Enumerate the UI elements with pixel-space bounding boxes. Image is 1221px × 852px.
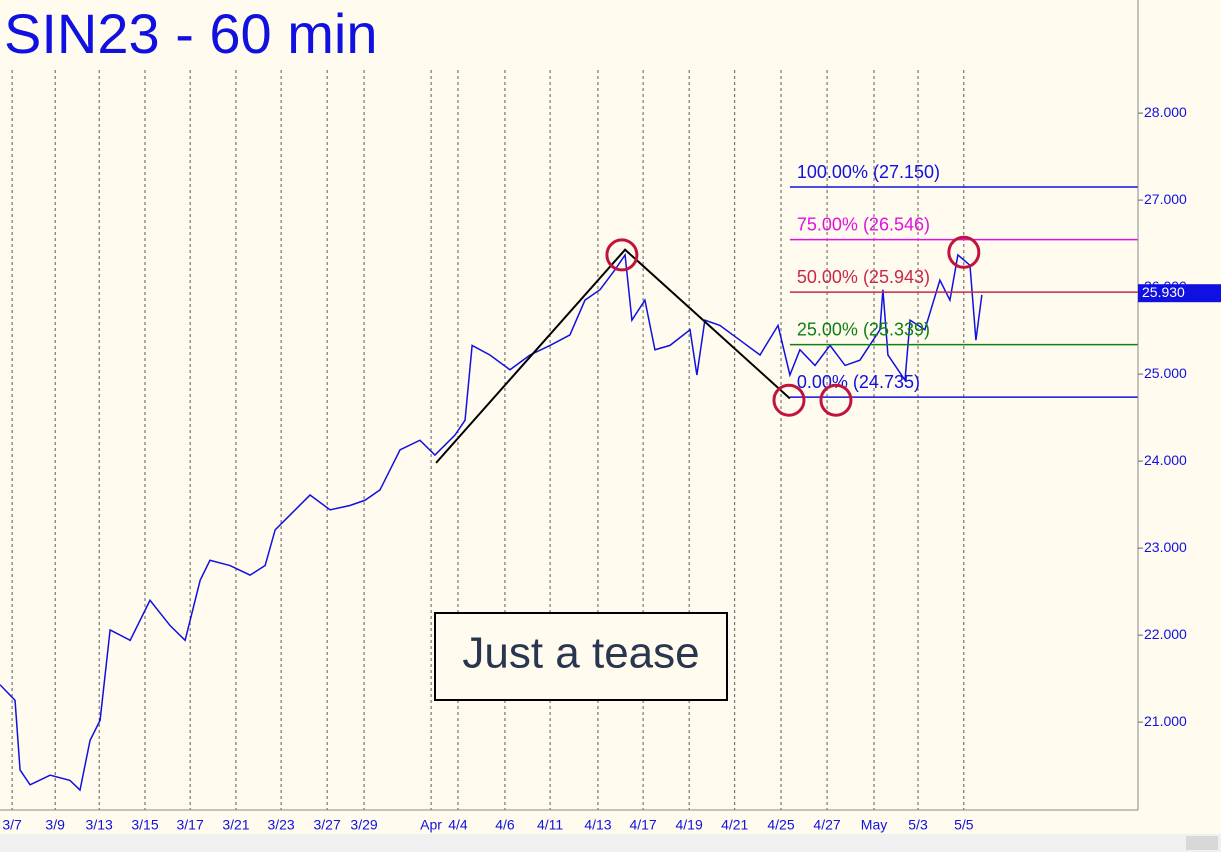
x-tick-label: 3/27 xyxy=(314,817,341,833)
price-tag xyxy=(1138,284,1221,303)
annotation: Just a tease xyxy=(462,629,699,678)
x-tick-label: 3/23 xyxy=(267,817,294,833)
x-tick-label: 3/15 xyxy=(131,817,158,833)
x-tick-label: 3/17 xyxy=(176,817,203,833)
y-tick-label: 27.000 xyxy=(1144,191,1187,207)
highlight-circle xyxy=(819,383,853,417)
trend-line xyxy=(435,248,791,464)
x-tick-label: Apr xyxy=(420,817,442,833)
plot: 100.00% (27.150) 75.00% (26.546) 50.00% (2… xyxy=(0,162,1138,792)
x-tick-label: 3/21 xyxy=(222,817,249,833)
x-tick-label: 3/29 xyxy=(350,817,377,833)
highlight-circle xyxy=(605,238,639,272)
fib-label: 25.00% (25.339) xyxy=(797,319,930,339)
y-tick-label: 21.000 xyxy=(1144,713,1187,729)
x-tick-label: 4/19 xyxy=(676,817,703,833)
scrollbar xyxy=(0,834,1221,852)
x-tick-label: 4/21 xyxy=(721,817,748,833)
fib-label: 100.00% (27.150) xyxy=(797,162,940,182)
y-tick-label: 28.000 xyxy=(1144,104,1187,120)
x-tick-label: 4/17 xyxy=(629,817,656,833)
y-tick-label: 23.000 xyxy=(1144,539,1187,555)
chart-title: SIN23 - 60 min xyxy=(4,2,378,65)
y-tick-label: 25.000 xyxy=(1144,365,1187,381)
x-tick-label: 4/13 xyxy=(584,817,611,833)
fib-label: 50.00% (25.943) xyxy=(797,267,930,287)
fib-label: 75.00% (26.546) xyxy=(797,214,930,234)
x-tick-label: May xyxy=(861,817,887,833)
x-tick-label: 3/13 xyxy=(86,817,113,833)
highlight-circle xyxy=(772,383,806,417)
y-tick-label: 24.000 xyxy=(1144,452,1187,468)
x-tick-label: 4/27 xyxy=(813,817,840,833)
annotation-box xyxy=(434,612,728,701)
x-tick-label: 3/9 xyxy=(45,817,65,833)
price-tag-label: 25.930 xyxy=(1142,284,1185,300)
x-tick-label: 5/3 xyxy=(908,817,928,833)
highlight-circle xyxy=(947,235,981,269)
scroll-thumb xyxy=(1186,836,1218,850)
x-tick-label: 4/25 xyxy=(767,817,794,833)
x-tick-label: 3/7 xyxy=(2,817,22,833)
x-tick-label: 5/5 xyxy=(954,817,974,833)
fib-label: 0.00% (24.735) xyxy=(797,372,920,392)
x-tick-label: 4/4 xyxy=(448,817,468,833)
x-tick-label: 4/6 xyxy=(495,817,515,833)
x-tick-label: 4/11 xyxy=(537,817,563,833)
y-tick-label: 22.000 xyxy=(1144,626,1187,642)
